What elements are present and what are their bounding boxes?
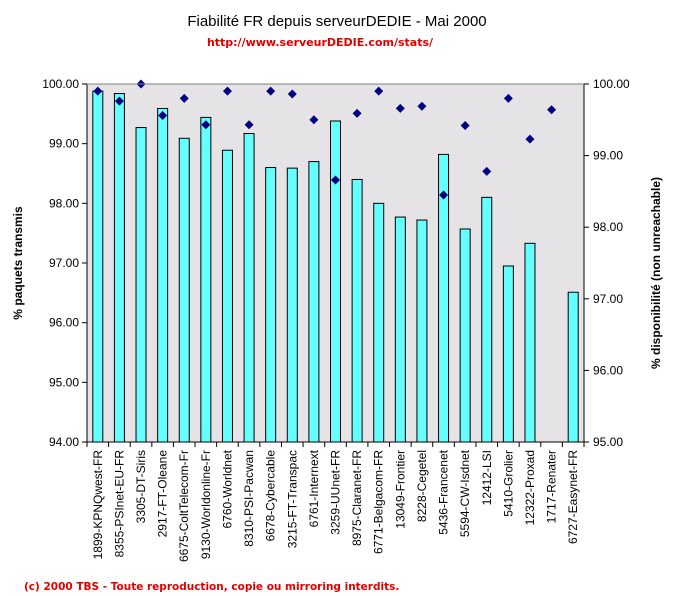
diamond-marker bbox=[158, 111, 168, 121]
x-category-label: 9130-Worldonline-Fr bbox=[199, 450, 213, 559]
right-tick-label: 96.00 bbox=[593, 363, 623, 377]
bar bbox=[243, 133, 255, 443]
bar bbox=[178, 137, 190, 443]
diamond-marker bbox=[503, 93, 513, 103]
left-tick-label: 95.00 bbox=[49, 375, 79, 389]
x-category-label: 3215-FT-Transpac bbox=[285, 450, 299, 548]
bar bbox=[567, 291, 579, 443]
diamond-marker bbox=[374, 86, 384, 96]
bar bbox=[481, 196, 493, 443]
diamond-marker bbox=[114, 96, 124, 106]
bar bbox=[330, 120, 341, 443]
left-tick-label: 98.00 bbox=[49, 196, 79, 210]
bar bbox=[308, 161, 320, 443]
diamond-marker bbox=[439, 190, 449, 200]
chart-subtitle-link[interactable]: http://www.serveurDEDIE.com/stats/ bbox=[207, 36, 434, 49]
diamond-marker bbox=[417, 101, 427, 111]
right-tick-label: 100.00 bbox=[593, 77, 630, 91]
diamond-marker bbox=[287, 89, 297, 99]
diamond-marker bbox=[395, 103, 405, 113]
x-category-label: 6675-ColtTelecom-Fr bbox=[177, 450, 191, 562]
bar bbox=[286, 167, 298, 443]
diamond-marker bbox=[352, 108, 362, 118]
left-axis-ticks: 94.00 95.00 96.00 97.00 98.00 99.00 100.00 bbox=[42, 77, 87, 449]
x-category-label: 6760-Worldnet bbox=[220, 449, 234, 528]
x-category-label: 1717-Renater bbox=[545, 450, 559, 523]
x-category-label: 12412-LSI bbox=[480, 450, 494, 505]
diamond-marker bbox=[222, 86, 232, 96]
right-tick-label: 98.00 bbox=[593, 220, 623, 234]
x-category-label: 1899-KPNQwest-FR bbox=[91, 450, 105, 560]
bar bbox=[113, 93, 125, 443]
left-tick-label: 100.00 bbox=[42, 77, 79, 91]
x-category-label: 5410-Grolier bbox=[501, 450, 515, 517]
right-tick-label: 95.00 bbox=[593, 435, 623, 449]
diamond-marker bbox=[93, 86, 103, 96]
x-category-label: 6771-Belgacom-FR bbox=[372, 450, 386, 554]
x-category-label: 6761-Internext bbox=[307, 449, 321, 527]
right-tick-label: 97.00 bbox=[593, 292, 623, 306]
bar bbox=[524, 242, 536, 443]
bar bbox=[157, 107, 169, 443]
bar bbox=[394, 216, 406, 443]
x-category-label: 3305-DT-Siris bbox=[134, 450, 148, 523]
left-tick-label: 97.00 bbox=[49, 256, 79, 270]
x-category-label: 3259-UUnet-FR bbox=[329, 450, 343, 535]
diamond-marker bbox=[266, 86, 276, 96]
diamond-marker bbox=[547, 105, 557, 115]
x-category-label: 8975-Claranet-FR bbox=[350, 450, 364, 546]
bar bbox=[92, 90, 104, 443]
marker-series bbox=[93, 79, 557, 200]
right-axis-ticks: 95.00 96.00 97.00 98.00 99.00 100.00 bbox=[584, 77, 630, 449]
x-axis-ticks bbox=[86, 442, 585, 447]
x-category-label: 8310-PSI-Pacwan bbox=[242, 450, 256, 547]
right-axis-title: % disponibilité (non unreachable) bbox=[649, 177, 663, 369]
right-tick-label: 99.00 bbox=[593, 149, 623, 163]
diamond-marker bbox=[331, 175, 340, 185]
x-axis-labels: 1899-KPNQwest-FR 8355-PSInet-EU-FR 3305-DT… bbox=[91, 449, 580, 562]
left-tick-label: 99.00 bbox=[49, 137, 79, 151]
x-category-label: 2917-FT-Oleane bbox=[156, 450, 170, 538]
diamond-marker bbox=[244, 120, 254, 130]
diamond-marker bbox=[309, 115, 319, 125]
diamond-marker bbox=[525, 134, 535, 144]
diamond-marker bbox=[482, 166, 492, 176]
x-category-label: 8355-PSInet-EU-FR bbox=[112, 450, 126, 558]
x-category-label: 13049-Frontier bbox=[393, 450, 407, 529]
chart-title: Fiabilité FR depuis serveurDEDIE - Mai 2… bbox=[187, 13, 486, 30]
diamond-marker bbox=[460, 121, 470, 131]
bar bbox=[373, 202, 385, 443]
x-category-label: 12322-Proxad bbox=[523, 450, 537, 525]
bar bbox=[200, 116, 212, 443]
bar bbox=[416, 219, 428, 443]
copyright-footer: (c) 2000 TBS - Toute reproduction, copie… bbox=[24, 581, 399, 593]
x-category-label: 6727-Easynet-FR bbox=[566, 450, 580, 544]
left-axis-title: % paquets transmis bbox=[11, 206, 25, 320]
diamond-marker bbox=[201, 120, 211, 130]
left-tick-label: 94.00 bbox=[49, 435, 79, 449]
bar bbox=[265, 167, 277, 443]
bar bbox=[135, 127, 147, 443]
left-tick-label: 96.00 bbox=[49, 316, 79, 330]
x-category-label: 8228-Cegetel bbox=[415, 450, 429, 522]
x-category-label: 5436-Francenet bbox=[437, 449, 451, 534]
bar bbox=[459, 228, 471, 443]
x-category-label: 6678-Cybercable bbox=[264, 450, 278, 542]
bar bbox=[221, 149, 233, 443]
bar bbox=[351, 178, 363, 443]
x-category-label: 5594-CW-Isdnet bbox=[458, 449, 472, 537]
diamond-marker bbox=[179, 93, 189, 103]
bar bbox=[502, 265, 514, 443]
